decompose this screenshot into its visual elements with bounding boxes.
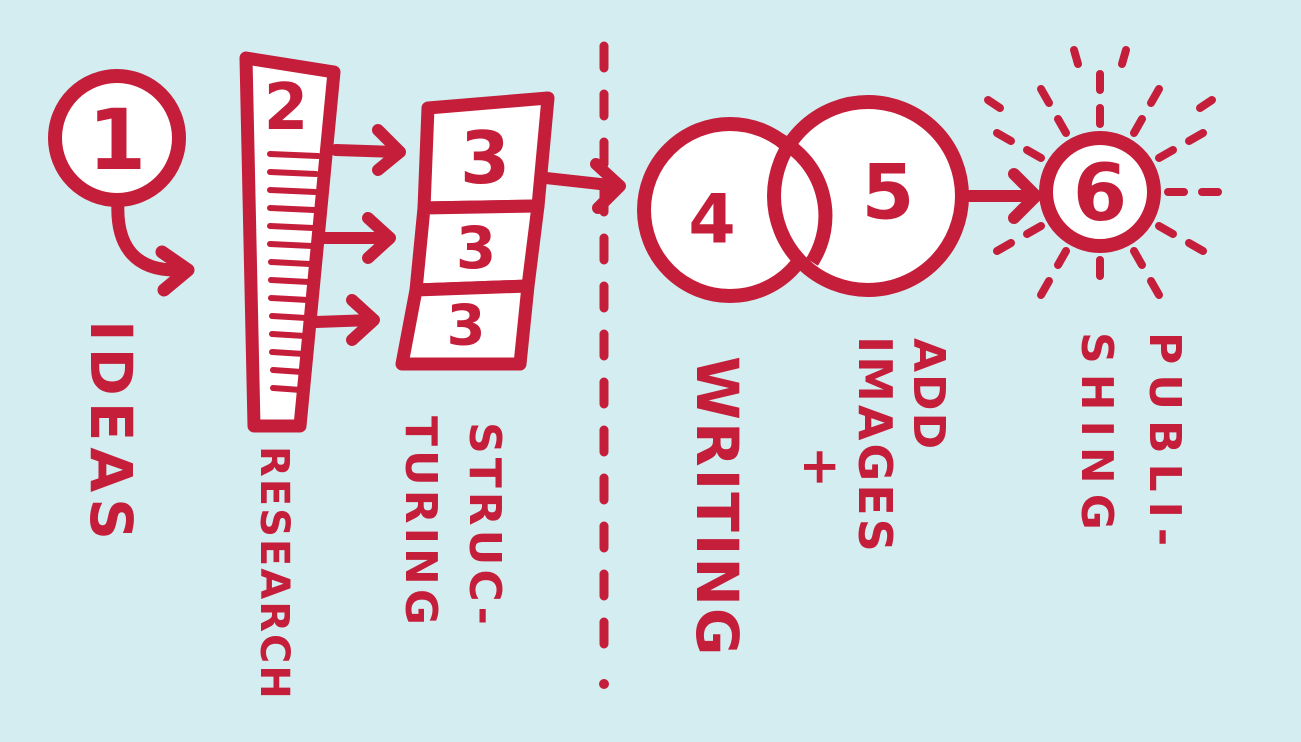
step-4-number: 4	[688, 181, 735, 260]
step-6-label-line-1: PUBLI-	[1139, 332, 1190, 557]
step-6-number: 6	[1073, 149, 1127, 239]
step-5-label-line-1: ADD	[903, 338, 954, 452]
step-5-label-line-2: IMAGES	[848, 336, 902, 555]
step-4-circle-overlap-edge	[776, 133, 833, 266]
publishing-rays	[984, 46, 1222, 299]
substep-3a-number: 3	[456, 214, 496, 282]
structuring-to-writing-arrow	[540, 172, 624, 192]
step-3-label-line-2: TURING	[395, 416, 446, 629]
structuring-box-bottom	[395, 279, 535, 371]
step-1-number: 1	[88, 91, 146, 189]
step-6-label-line-2: SHING	[1071, 332, 1122, 540]
research-lines	[267, 151, 321, 393]
step-6-circle	[1039, 131, 1161, 253]
ideas-arrowhead	[155, 245, 195, 297]
substep-3b-number: 3	[447, 294, 486, 359]
step-2-label: RESEARCH	[251, 446, 297, 701]
divider-end-dot	[599, 679, 609, 689]
ideas-to-research-arrow	[111, 195, 187, 277]
step-1-label: IDEAS	[77, 320, 145, 547]
step-5-label-line-3: +	[792, 446, 850, 494]
step-4-label: WRITING	[683, 356, 751, 658]
step-3-label-line-1: STRUC-	[459, 422, 510, 629]
step-2-number: 2	[264, 71, 309, 145]
step-3-number: 3	[460, 116, 510, 200]
images-arrowhead	[1008, 168, 1042, 224]
step-5-number: 5	[862, 148, 915, 237]
research-arrows	[310, 124, 406, 346]
